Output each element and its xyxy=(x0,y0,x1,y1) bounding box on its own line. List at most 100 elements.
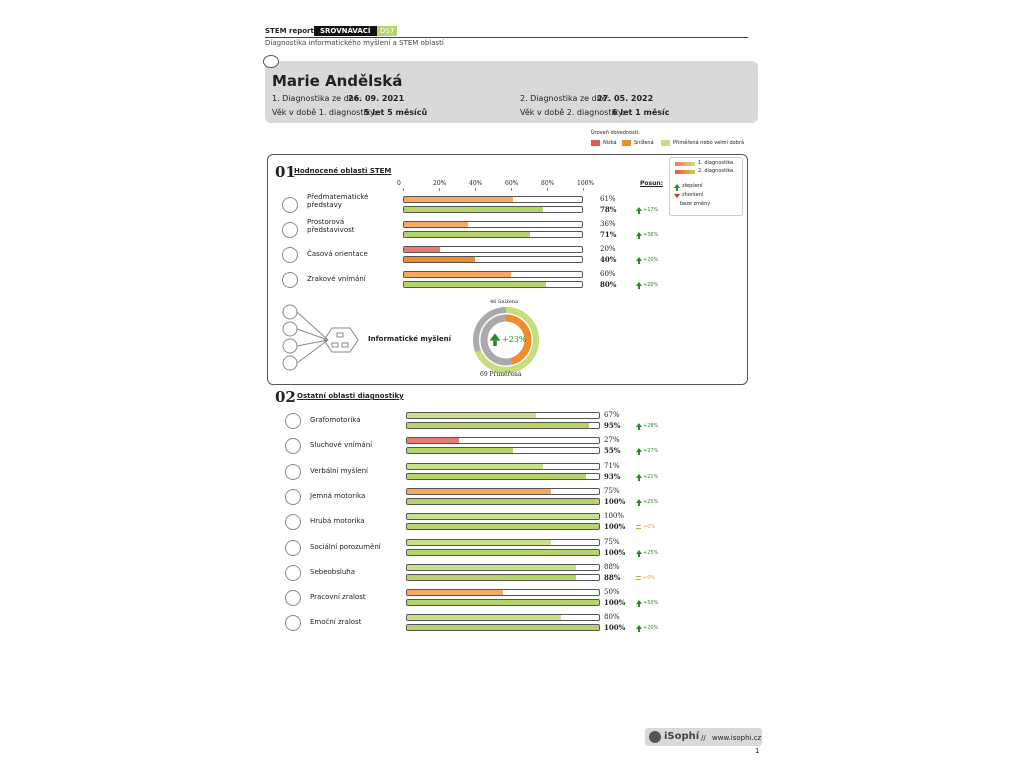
date2-label: 2. Diagnostika ze dne: xyxy=(520,94,610,103)
value-label: 100% xyxy=(604,598,626,608)
summary-name: Informatické myšlení xyxy=(368,335,452,343)
shift-label: +20% xyxy=(643,625,659,632)
axis-tick xyxy=(403,188,404,191)
bar-fill xyxy=(404,257,476,262)
row-icon xyxy=(282,247,298,263)
levels-title: Úroveň dovednosti: xyxy=(591,130,640,136)
legend-box xyxy=(669,157,743,216)
bar-fill xyxy=(404,247,440,252)
bar-track xyxy=(406,497,600,505)
value-label: 20% xyxy=(600,245,616,253)
level-label: Nízká xyxy=(603,140,617,146)
shift-title: Posun: xyxy=(640,180,664,187)
axis-tick-label: 60% xyxy=(505,180,519,187)
shift-label: +21% xyxy=(643,473,659,480)
value-label: 40% xyxy=(600,255,617,264)
bar-track xyxy=(403,231,583,238)
row-name: Hrubá motorika xyxy=(310,517,365,526)
value-label: 55% xyxy=(604,446,621,456)
bar-track xyxy=(406,624,600,632)
axis-tick-label: 20% xyxy=(433,180,447,187)
bar-track xyxy=(406,538,600,546)
bar-track xyxy=(403,271,583,278)
bar-track xyxy=(406,589,600,597)
bar-fill xyxy=(404,222,469,227)
donut-arrow xyxy=(489,333,501,347)
value-label: 71% xyxy=(600,230,617,239)
bar-track xyxy=(406,599,600,607)
bar-track xyxy=(406,513,600,521)
value-label: 88% xyxy=(604,562,620,571)
row-icon xyxy=(285,463,301,480)
bar-track xyxy=(406,614,600,622)
row-icon xyxy=(285,564,301,581)
shift-label: +50% xyxy=(643,600,659,607)
shift-label: +17% xyxy=(643,207,659,213)
summary-diagram xyxy=(282,304,359,371)
age1-label: Věk v době 1. diagnostiky: xyxy=(272,108,377,117)
bar-fill xyxy=(407,448,513,454)
bar-fill xyxy=(407,574,576,580)
bar-fill xyxy=(407,498,599,504)
shift-label: +20% xyxy=(643,257,659,263)
value-label: 100% xyxy=(604,623,626,633)
bar-track xyxy=(403,196,583,203)
shift-label: +25% xyxy=(643,549,659,556)
report-label: STEM report xyxy=(265,27,314,35)
bar-fill xyxy=(404,232,531,237)
report-code: DS7 xyxy=(377,26,398,36)
bar-track xyxy=(403,281,583,288)
legend-second-swatch xyxy=(675,170,695,174)
value-label: 60% xyxy=(600,270,616,278)
row-name: Zrakové vnímání xyxy=(307,275,366,283)
value-label: 61% xyxy=(600,195,616,203)
section1-number: 01 xyxy=(275,163,296,181)
trend-up xyxy=(636,448,642,456)
value-label: 93% xyxy=(604,471,621,481)
date1-label: 1. Diagnostika ze dne: xyxy=(272,94,362,103)
value-label: 36% xyxy=(600,220,616,228)
bar-fill xyxy=(407,488,551,494)
legend-up-icon xyxy=(674,184,680,191)
trend-same xyxy=(636,525,641,530)
trend-up xyxy=(636,423,642,430)
shift-label: +25% xyxy=(643,498,659,505)
trend-up xyxy=(636,625,642,633)
row-name: Časová orientace xyxy=(307,250,368,258)
row-name: Prostorová představivost xyxy=(307,218,355,234)
value-label: 67% xyxy=(604,411,620,419)
legend-down: zhoršení xyxy=(682,192,704,198)
footer-box xyxy=(645,728,762,746)
trend-up xyxy=(636,473,642,481)
row-name: Jemná motorika xyxy=(310,491,366,500)
value-label: 50% xyxy=(604,588,620,597)
bar-track xyxy=(406,563,600,571)
axis-tick-label: 100% xyxy=(577,180,595,187)
bar-fill xyxy=(407,423,590,428)
level-label: Přiměřená nebo velmi dobrá xyxy=(673,140,745,146)
footer-url: www.isophi.cz xyxy=(712,734,762,742)
value-label: 75% xyxy=(604,486,620,495)
bar-fill xyxy=(404,197,513,202)
donut xyxy=(473,307,539,373)
bar-fill xyxy=(407,625,599,631)
axis-tick xyxy=(547,188,548,191)
section2-title: Ostatní oblasti diagnostiky xyxy=(297,392,404,400)
trend-up xyxy=(636,282,642,289)
section2-number: 02 xyxy=(275,388,296,406)
value-label: 100% xyxy=(604,496,626,506)
row-icon xyxy=(282,272,298,288)
row-icon xyxy=(285,590,301,607)
axis-tick xyxy=(583,188,584,191)
bar-fill xyxy=(404,207,543,212)
row-name: Předmatematické představy xyxy=(307,193,369,209)
bar-track xyxy=(406,487,600,495)
subtitle: Diagnostika informatického myšlení a STE… xyxy=(265,39,444,47)
bar-fill xyxy=(407,524,599,530)
axis-tick xyxy=(511,188,512,191)
axis-tick xyxy=(439,188,440,191)
value-label: 75% xyxy=(604,537,620,546)
trend-up xyxy=(636,600,642,608)
bar-fill xyxy=(407,615,561,621)
shift-label: +0% xyxy=(643,524,656,531)
